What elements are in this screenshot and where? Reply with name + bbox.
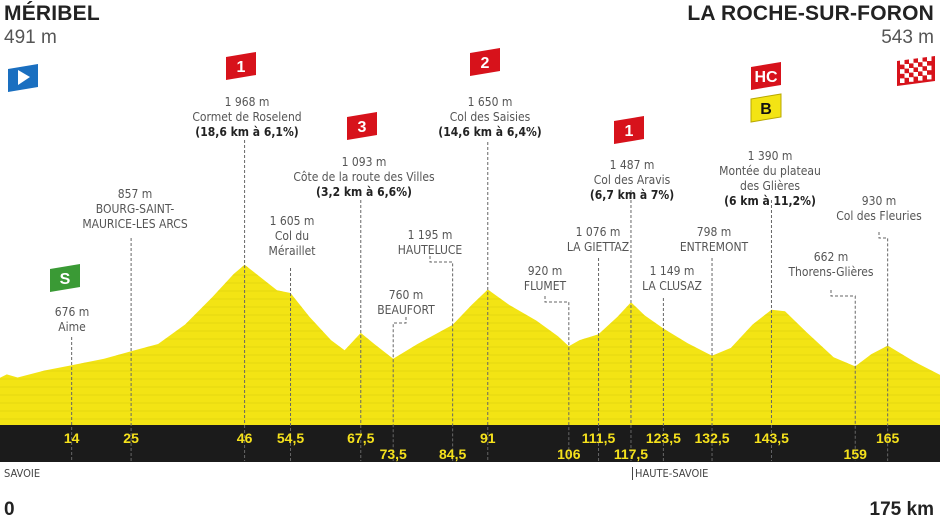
climb-cat-3-flag-icon-shape [347,112,377,140]
checker-cell [927,74,932,80]
km-tick-label: 143,5 [754,430,789,446]
checkered-finish-flag-icon [897,56,935,86]
point-label-meraillet: 1 605 m Col du Méraillet [268,214,316,258]
checker-cell [922,61,927,67]
climb-cat-1-flag-icon-shape [226,52,256,80]
km-tick-label: 165 [876,430,900,446]
axis-start-label: 0 [4,499,15,520]
climb-cat-1-flag-icon-label: 1 [625,123,634,140]
checker-cell [904,73,909,78]
point-label-clusaz: 1 149 m LA CLUSAZ [642,264,702,293]
point-label-bourg: 857 m BOURG-SAINT- MAURICE-LES ARCS [82,187,188,231]
axis-end-label: 175 km [869,499,934,520]
km-band [0,425,940,462]
point-label-entremont: 798 m ENTREMONT [679,225,749,254]
km-tick-label: 46 [237,430,253,446]
checker-cell [918,66,923,72]
start-town: MÉRIBEL [4,2,100,25]
climb-cat-2-flag-icon-shape [470,48,500,76]
km-tick-label: 14 [64,430,80,446]
climb-cat-3-flag-icon: 3 [347,112,377,140]
checker-cell [900,60,905,65]
point-label-hauteluce: 1 195 m HAUTELUCE [397,228,463,257]
km-tick-label: 117,5 [614,446,648,462]
marker-line [830,290,856,461]
checker-cell [913,62,918,68]
point-label-saisies: 1 650 m Col des Saisies (14,6 km à 6,4%) [438,95,542,139]
km-tick-label: 25 [123,430,139,446]
sprint-flag-icon-label: S [60,271,71,288]
start-altitude: 491 m [4,27,57,48]
checker-cell [909,77,914,82]
checker-cell [913,72,918,77]
climb-cat-3-flag-icon-label: 3 [358,119,367,136]
climb-cat-1-flag-icon: 1 [614,116,644,144]
start-flag-icon [8,64,38,92]
finish-altitude: 543 m [881,27,934,48]
finish-town: LA ROCHE-SUR-FORON [687,2,934,25]
km-tick-label: 67,5 [347,430,374,446]
checker-cell [927,65,932,71]
marker-line [544,296,570,461]
department-savoie: SAVOIE [4,467,41,480]
point-label-giettaz: 1 076 m LA GIETTAZ [566,225,630,254]
climb-cat-1-flag-icon-label: 1 [237,59,246,76]
climb-hc-flag-icon-shape [751,62,781,90]
km-tick-label: 84,5 [439,446,466,462]
climb-cat-1-flag-icon-shape [614,116,644,144]
climb-cat-2-flag-icon: 2 [470,48,500,76]
checker-cell [918,57,923,63]
profile-area [0,264,940,425]
bonus-flag-icon-label: B [760,101,772,118]
sprint-flag-icon: S [50,264,80,292]
point-label-beaufort: 760 m BEAUFORT [377,288,435,317]
checker-cell [909,68,914,73]
km-tick-label: 91 [480,430,496,446]
climb-cat-2-flag-icon-label: 2 [481,55,490,72]
climb-hc-flag-icon-label: HC [754,69,778,86]
point-label-aime: 676 m Aime [54,305,90,334]
point-label-aravis: 1 487 m Col des Aravis (6,7 km à 7%) [589,158,675,202]
play-icon [18,70,30,85]
km-tick-label: 132,5 [695,430,730,446]
km-tick-label: 54,5 [277,430,304,446]
sprint-flag-icon-shape [50,264,80,292]
bonus-flag-icon: B [750,93,782,123]
km-tick-label: 123,5 [646,430,681,446]
km-tick-label: 73,5 [380,446,407,462]
climb-cat-1-flag-icon: 1 [226,52,256,80]
marker-line [429,256,454,461]
bonus-flag-icon-shape [750,93,782,123]
point-label-villes: 1 093 m Côte de la route des Villes (3,2 k… [293,155,435,199]
km-tick-label: 106 [557,446,581,462]
point-label-fleuries: 930 m Col des Fleuries [836,194,922,223]
marker-line [878,232,889,461]
checker-cell [927,56,932,61]
checker-cell [922,70,927,76]
point-label-thorens: 662 m Thorens-Glières [788,250,874,279]
point-label-roselend: 1 968 m Cormet de Roselend (18,6 km à 6,1%… [192,95,302,139]
checker-cell [904,64,909,69]
climb-hc-flag-icon: HC [751,62,781,90]
checker-cell [918,76,923,81]
km-tick-label: 111,5 [582,430,616,446]
checker-cell [900,78,905,83]
point-label-flumet: 920 m FLUMET [523,264,567,293]
checker-cell [909,58,914,64]
checker-cell [900,69,905,74]
km-tick-label: 159 [844,446,868,462]
point-label-glieres: 1 390 m Montée du plateau des Glières (6 km… [719,149,821,208]
department-haute-savoie: HAUTE-SAVOIE [632,467,708,480]
marker-line [392,317,407,461]
